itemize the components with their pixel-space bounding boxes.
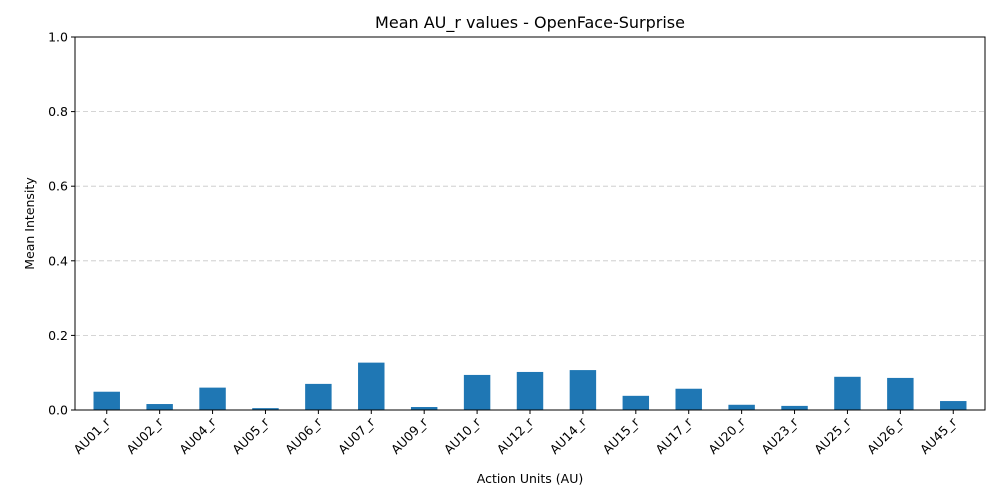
x-tick-label: AU45_r [917,414,960,457]
x-tick-label: AU23_r [758,414,801,457]
x-axis-label: Action Units (AU) [477,471,584,486]
x-tick-label: AU07_r [335,414,378,457]
x-tick-label: AU17_r [652,414,695,457]
bar [410,407,438,410]
bar [569,370,597,410]
x-tick-label: AU20_r [705,414,748,457]
y-tick-label: 0.4 [48,253,68,268]
bars [93,362,967,410]
bar [146,404,173,410]
y-tick-label: 0.8 [48,104,68,119]
bar [358,362,385,410]
bar [940,401,967,410]
grid-lines [75,111,985,336]
y-tick-label: 1.0 [48,30,68,45]
y-tick-label: 0.2 [48,328,68,343]
bar [199,387,226,410]
bar [463,374,491,410]
bar [516,371,544,410]
x-tick-label: AU10_r [441,414,484,457]
x-tick-label: AU06_r [282,414,325,457]
y-axis-label: Mean Intensity [22,177,37,270]
x-tick-label: AU14_r [547,414,590,457]
plot-frame [74,36,986,411]
x-tick-label: AU09_r [388,414,431,457]
bar [252,408,279,410]
bar [887,377,914,410]
x-tick-label: AU02_r [123,414,166,457]
bar [728,404,755,410]
y-tick-label: 0.6 [48,179,68,194]
bar [781,405,808,410]
x-tick-label: AU05_r [229,414,272,457]
bar [622,395,650,410]
x-tick-label: AU15_r [600,414,643,457]
chart-title: Mean AU_r values - OpenFace-Surprise [375,13,685,33]
x-tick-label: AU25_r [811,414,854,457]
bar [675,388,702,410]
x-tick-label: AU01_r [70,414,113,457]
bar [93,391,120,410]
x-tick-label: AU26_r [864,414,907,457]
y-tick-label: 0.0 [48,403,68,418]
bar [834,376,861,410]
x-tick-label: AU04_r [176,414,219,457]
y-axis-ticks: 0.0 0.2 0.4 0.6 0.8 1.0 [48,30,75,418]
bar [305,383,332,410]
x-axis-ticks: AU01_r AU02_r AU04_r AU05_r AU06_r AU07_r AU09… [70,410,960,457]
x-tick-label: AU12_r [494,414,537,457]
